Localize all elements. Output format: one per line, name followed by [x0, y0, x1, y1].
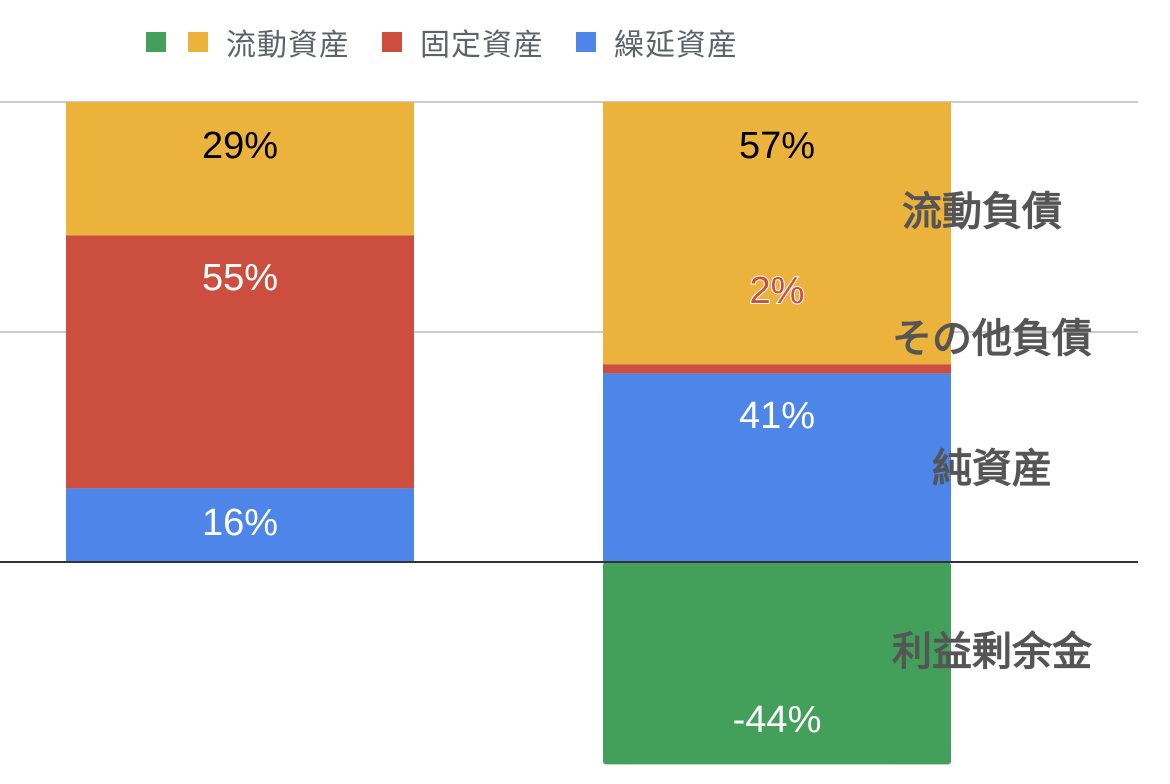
legend-label: 繰延資産	[614, 28, 738, 63]
data-label: 16%	[202, 502, 278, 544]
legend-swatch	[576, 32, 596, 52]
bar-segment	[66, 102, 414, 236]
chart-legend: 流動資産 固定資産 繰延資産	[146, 20, 770, 64]
legend-entry: 固定資産	[382, 20, 544, 64]
legend-swatch	[382, 32, 402, 52]
bar-segment	[66, 235, 414, 489]
data-label: 57%	[739, 125, 815, 167]
bar-segment	[603, 373, 951, 562]
data-label: 41%	[739, 395, 815, 437]
annotation-label: 流動負債	[902, 189, 1062, 235]
bar-segment	[603, 102, 951, 365]
legend-entry: 流動資産	[188, 20, 350, 64]
legend-entry: 繰延資産	[576, 20, 738, 64]
data-label: 55%	[202, 257, 278, 299]
legend-label: 流動資産	[226, 28, 350, 63]
bar-segment	[603, 364, 951, 374]
annotation-label: その他負債	[892, 316, 1092, 362]
legend-swatch	[146, 32, 166, 52]
bar-segment	[66, 488, 414, 562]
data-label: -44%	[733, 699, 822, 741]
data-label: 2%	[750, 270, 805, 312]
annotation-label: 純資産	[932, 446, 1052, 492]
annotation-label: 利益剰余金	[892, 629, 1093, 675]
legend-label: 固定資産	[420, 28, 544, 63]
data-label: 29%	[202, 125, 278, 167]
bar-segment	[603, 562, 951, 765]
legend-swatch	[188, 32, 208, 52]
legend-entry	[146, 32, 166, 52]
